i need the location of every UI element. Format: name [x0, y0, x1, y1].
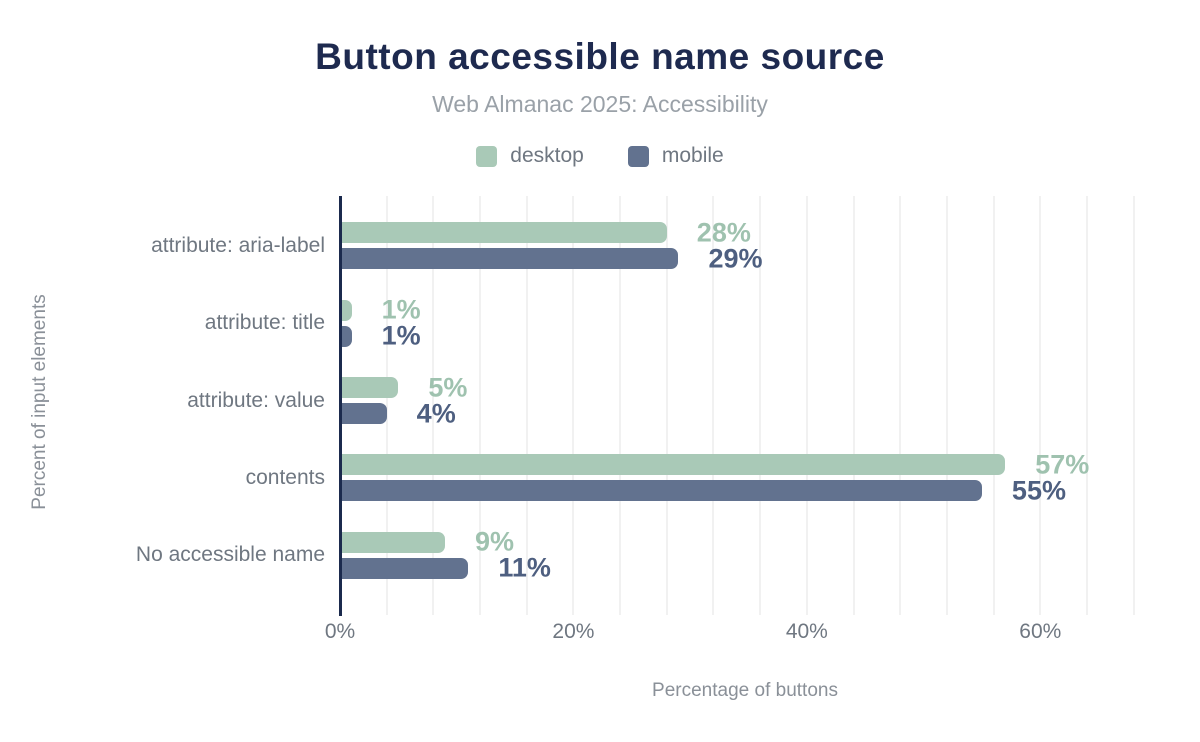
gridline: [852, 196, 855, 615]
gridline: [759, 196, 762, 615]
bar-desktop: [340, 454, 1006, 476]
bar-value-label-mobile: 55%: [1011, 475, 1066, 506]
bar-desktop: [340, 222, 667, 244]
category-label: attribute: aria-label: [151, 233, 325, 257]
bar-line-mobile: 11%: [340, 552, 1150, 583]
legend-label: desktop: [510, 144, 584, 167]
chart-title: Button accessible name source: [315, 36, 885, 77]
x-tick-label: 60%: [1019, 620, 1062, 643]
legend-item-desktop: desktop: [476, 144, 584, 168]
bar-mobile: [340, 403, 387, 425]
gridline: [479, 196, 482, 615]
bar-mobile: [340, 325, 352, 347]
bar-line-mobile: 1%: [340, 320, 1150, 351]
bar-line-desktop: 1%: [340, 294, 1150, 325]
y-axis-title: Percent of input elements: [29, 294, 50, 510]
category-row: attribute: value 5% 4%: [187, 362, 1150, 439]
category-label: attribute: value: [187, 388, 325, 412]
bar-line-mobile: 4%: [340, 398, 1150, 429]
gridline: [805, 196, 808, 615]
bar-line-desktop: 5%: [340, 372, 1150, 403]
bar-line-desktop: 57%: [340, 449, 1150, 480]
category-label: contents: [245, 465, 325, 489]
gridline: [525, 196, 528, 615]
bar-value-label-desktop: 5%: [428, 372, 468, 403]
legend: desktop mobile: [0, 144, 1200, 168]
gridline: [1085, 196, 1088, 615]
bar-value-label-desktop: 9%: [475, 526, 515, 557]
gridline: [992, 196, 995, 615]
category-row: contents 57% 55%: [246, 439, 1150, 516]
x-tick-label: 0%: [324, 620, 356, 643]
bar-desktop: [340, 299, 352, 321]
x-tick-label: 20%: [552, 620, 595, 643]
gridline: [665, 196, 668, 615]
bar-line-desktop: 28%: [340, 217, 1150, 248]
bar-line-mobile: 29%: [340, 243, 1150, 274]
category-label: No accessible name: [135, 543, 325, 567]
bar-mobile: [340, 248, 679, 270]
bar-mobile: [340, 557, 469, 579]
legend-swatch-desktop: [476, 145, 498, 167]
gridline: [385, 196, 388, 615]
bar-value-label-desktop: 57%: [1035, 449, 1090, 480]
bar-desktop: [340, 531, 446, 553]
legend-swatch-mobile: [627, 145, 649, 167]
gridline: [432, 196, 435, 615]
bar-value-label-mobile: 29%: [708, 243, 763, 274]
plot-area: attribute: aria-label 28% 29% attribute: ti…: [136, 196, 1150, 701]
bar-mobile: [340, 480, 982, 502]
bar-line-desktop: 9%: [340, 526, 1150, 557]
x-axis-title: Percentage of buttons: [652, 680, 838, 701]
gridline: [712, 196, 715, 615]
gridline: [619, 196, 622, 615]
bar-desktop: [340, 377, 399, 399]
bar-value-label-mobile: 11%: [498, 552, 551, 583]
bar-value-label-desktop: 28%: [696, 217, 751, 248]
gridline: [945, 196, 948, 615]
bar-value-label-mobile: 4%: [416, 398, 456, 429]
chart-subtitle: Web Almanac 2025: Accessibility: [432, 91, 768, 117]
bar-value-label-desktop: 1%: [381, 294, 421, 325]
legend-label: mobile: [661, 144, 724, 167]
gridline: [899, 196, 902, 615]
bar-line-mobile: 55%: [340, 475, 1150, 506]
y-axis-line: [339, 196, 342, 616]
gridline: [1132, 196, 1135, 615]
category-row: No accessible name 9% 11%: [136, 517, 1150, 594]
legend-item-mobile: mobile: [627, 144, 724, 168]
category-label: attribute: title: [204, 311, 325, 335]
gridline: [572, 196, 575, 615]
category-row: attribute: title 1% 1%: [205, 284, 1150, 361]
bar-rows: attribute: aria-label 28% 29% attribute: ti…: [136, 207, 1150, 594]
gridline: [1039, 196, 1042, 615]
category-row: attribute: aria-label 28% 29%: [151, 207, 1150, 284]
x-tick-label: 40%: [785, 620, 828, 643]
bar-value-label-mobile: 1%: [381, 320, 421, 351]
